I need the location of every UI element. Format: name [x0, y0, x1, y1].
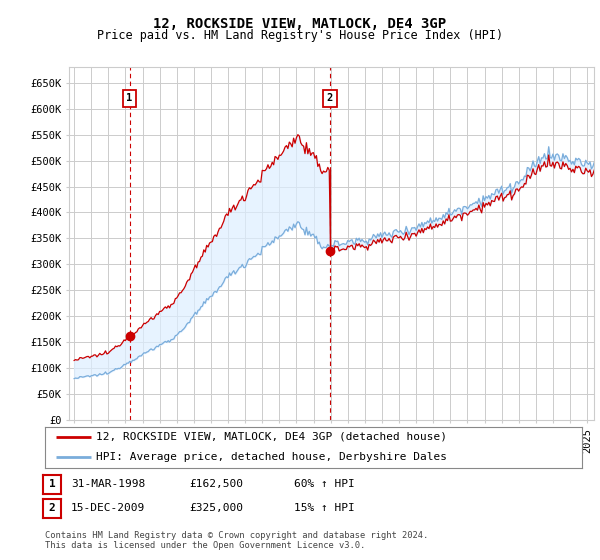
Text: 60% ↑ HPI: 60% ↑ HPI — [294, 479, 355, 489]
Text: 1: 1 — [127, 94, 133, 104]
Text: £162,500: £162,500 — [189, 479, 243, 489]
Text: 2: 2 — [49, 503, 56, 514]
Text: 31-MAR-1998: 31-MAR-1998 — [71, 479, 145, 489]
Text: Contains HM Land Registry data © Crown copyright and database right 2024.
This d: Contains HM Land Registry data © Crown c… — [45, 531, 428, 550]
Text: £325,000: £325,000 — [189, 503, 243, 514]
Text: 2: 2 — [327, 94, 333, 104]
Text: 15-DEC-2009: 15-DEC-2009 — [71, 503, 145, 514]
Text: Price paid vs. HM Land Registry's House Price Index (HPI): Price paid vs. HM Land Registry's House … — [97, 29, 503, 42]
Text: 12, ROCKSIDE VIEW, MATLOCK, DE4 3GP: 12, ROCKSIDE VIEW, MATLOCK, DE4 3GP — [154, 17, 446, 31]
Text: 15% ↑ HPI: 15% ↑ HPI — [294, 503, 355, 514]
Text: 12, ROCKSIDE VIEW, MATLOCK, DE4 3GP (detached house): 12, ROCKSIDE VIEW, MATLOCK, DE4 3GP (det… — [96, 432, 447, 442]
Text: 1: 1 — [49, 479, 56, 489]
Text: HPI: Average price, detached house, Derbyshire Dales: HPI: Average price, detached house, Derb… — [96, 452, 447, 462]
